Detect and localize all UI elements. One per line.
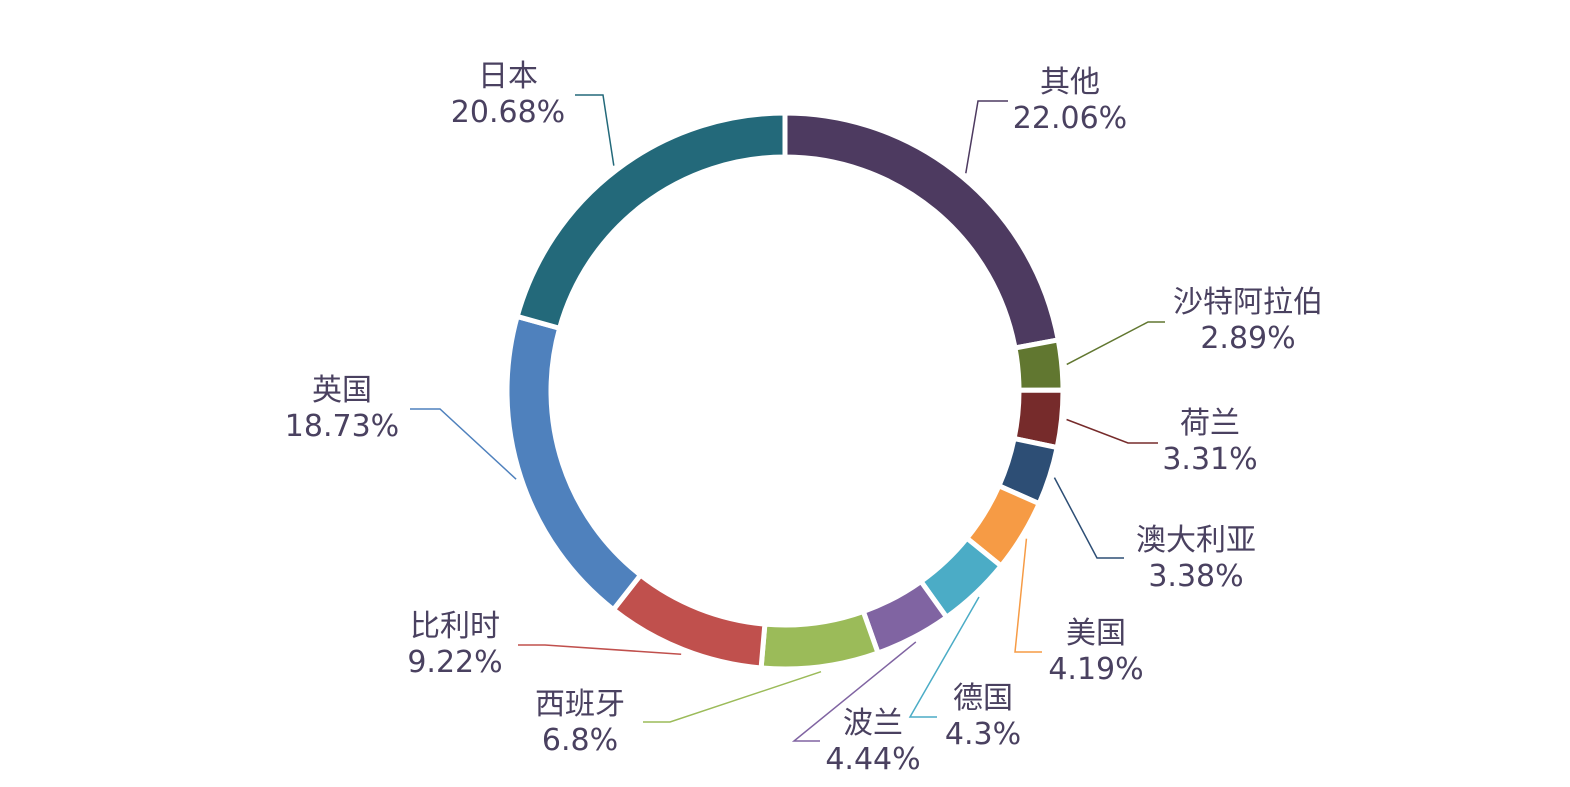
slice-percent-label: 6.8% bbox=[542, 723, 618, 758]
slice-label: 沙特阿拉伯 bbox=[1173, 285, 1323, 320]
slice-label: 日本 bbox=[478, 59, 538, 94]
leader-line bbox=[1066, 418, 1158, 444]
slice-percent-label: 3.38% bbox=[1148, 559, 1243, 594]
leader-line bbox=[410, 408, 517, 480]
leader-line bbox=[908, 596, 980, 718]
slice-label: 英国 bbox=[312, 373, 372, 408]
leader-line bbox=[791, 641, 917, 742]
slice-percent-label: 20.68% bbox=[451, 95, 565, 130]
leader-line bbox=[965, 100, 1008, 174]
slice-percent-label: 3.31% bbox=[1162, 442, 1257, 477]
slice-label: 澳大利亚 bbox=[1136, 523, 1256, 558]
slice-percent-label: 22.06% bbox=[1013, 101, 1127, 136]
leader-line bbox=[1014, 538, 1042, 653]
donut-slice bbox=[1012, 337, 1066, 393]
slice-label: 美国 bbox=[1066, 616, 1126, 651]
donut-slices bbox=[504, 110, 1066, 672]
leader-line bbox=[575, 94, 615, 166]
donut-slice bbox=[514, 110, 788, 331]
slice-percent-label: 4.44% bbox=[825, 742, 920, 777]
leader-line bbox=[1053, 477, 1124, 559]
slice-percent-label: 18.73% bbox=[285, 409, 399, 444]
slice-percent-label: 9.22% bbox=[407, 645, 502, 680]
donut-slice bbox=[782, 110, 1061, 351]
donut-slice bbox=[610, 572, 768, 671]
leader-line bbox=[1066, 321, 1165, 366]
donut-slice bbox=[504, 313, 644, 613]
leader-lines bbox=[410, 94, 1165, 742]
slice-label: 荷兰 bbox=[1180, 406, 1240, 441]
slice-label: 波兰 bbox=[843, 706, 903, 741]
leader-line bbox=[518, 644, 682, 656]
slice-percent-label: 4.3% bbox=[945, 717, 1021, 752]
slice-percent-label: 2.89% bbox=[1200, 321, 1295, 356]
donut-slice bbox=[758, 609, 881, 672]
slice-label: 西班牙 bbox=[535, 687, 625, 722]
slice-label: 德国 bbox=[953, 681, 1013, 716]
slice-percent-label: 4.19% bbox=[1048, 652, 1143, 687]
slice-label: 比利时 bbox=[410, 609, 500, 644]
leader-line bbox=[643, 670, 822, 723]
slice-label: 其他 bbox=[1040, 65, 1100, 100]
